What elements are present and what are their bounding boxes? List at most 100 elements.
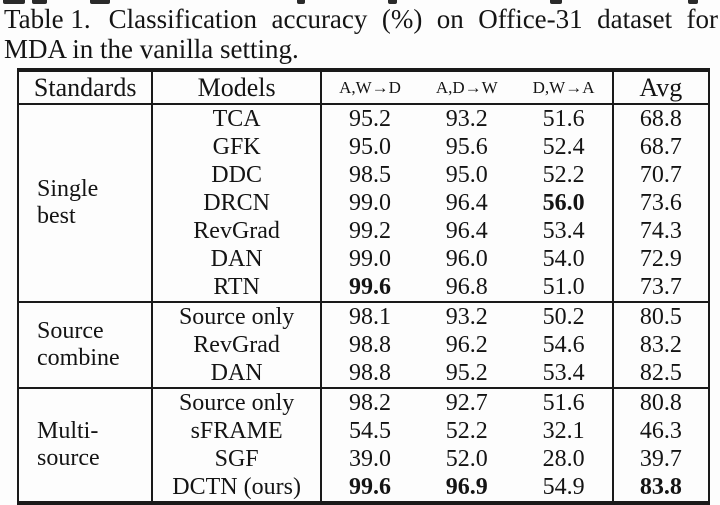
accuracy-value: 51.0 (515, 273, 614, 302)
avg-value: 39.7 (639, 445, 682, 472)
accuracy-value: 96.0 (445, 245, 488, 272)
table-row: DDC 98.5 95.0 52.2 70.7 (18, 161, 709, 189)
caption-gap (91, 5, 109, 34)
accuracy-value: 54.9 (515, 473, 614, 503)
accuracy-value: 95.2 (349, 105, 391, 132)
accuracy-value: 56.0 (515, 189, 614, 217)
caption-line-1: Table 1. Classification accuracy (%) on … (4, 5, 718, 34)
page-top-artifacts (0, 0, 720, 5)
model-name: Source only (152, 301, 322, 331)
accuracy-value: 53.4 (515, 359, 614, 388)
accuracy-value: 93.2 (418, 301, 516, 331)
accuracy-value: 96.9 (445, 473, 488, 500)
model-name: DDC (152, 161, 322, 189)
model-name: DRCN (152, 189, 322, 217)
accuracy-value: 98.5 (349, 161, 391, 188)
header-standards: Standards (18, 70, 154, 105)
accuracy-value: 54.0 (515, 245, 614, 273)
table-row: RevGrad 99.2 96.4 53.4 74.3 (18, 217, 709, 245)
model-name: RevGrad (152, 217, 322, 245)
accuracy-value: 32.1 (515, 417, 614, 445)
accuracy-value: 96.4 (445, 189, 488, 216)
avg-value: 80.8 (612, 387, 709, 417)
model-name: GFK (152, 133, 322, 161)
table-row: Source combine Source only 98.1 93.2 50.2 80.5 (18, 301, 709, 388)
accuracy-value: 52.4 (515, 133, 614, 161)
results-table-header: Standards Models A,W→D A,D→W D,W→A Avg (18, 70, 709, 105)
avg-value: 70.7 (639, 161, 682, 188)
header-row: Standards Models A,W→D A,D→W D,W→A Avg (18, 70, 709, 105)
table-row: DCTN (ours) 99.6 96.9 54.9 83.8 (18, 473, 709, 503)
accuracy-value: 93.2 (445, 105, 488, 132)
model-name: RevGrad (152, 331, 322, 359)
standards-label-line: best (37, 203, 76, 229)
model-name: Source only (152, 387, 322, 417)
caption-text: Classification accuracy (%) on Office-31… (108, 4, 718, 34)
header-task-adw: A,D→W (418, 70, 516, 105)
table-row: RevGrad 98.8 96.2 54.6 83.2 (18, 331, 709, 359)
table-caption: Table 1. Classification accuracy (%) on … (0, 0, 718, 65)
table-row: SGF 39.0 52.0 28.0 39.7 (18, 445, 709, 473)
accuracy-value: 92.7 (418, 387, 516, 417)
table-row: Multi-source Source only 98.2 92.7 51.6 80.8 (18, 387, 709, 503)
accuracy-value: 95.6 (445, 133, 488, 160)
table-row: RTN 99.6 96.8 51.0 73.7 (18, 273, 709, 302)
standards-label-line: Single (37, 176, 99, 202)
table-row: DAN 98.8 95.2 53.4 82.5 (18, 359, 709, 388)
accuracy-value: 98.8 (349, 331, 391, 358)
standards-label-line: combine (37, 345, 120, 371)
accuracy-value: 96.8 (445, 273, 488, 300)
accuracy-value: 52.2 (515, 161, 614, 189)
accuracy-value: 95.0 (445, 161, 488, 188)
accuracy-value: 99.2 (349, 217, 391, 244)
accuracy-value: 39.0 (349, 445, 391, 472)
avg-value: 73.6 (639, 189, 682, 216)
model-name: DAN (152, 245, 322, 273)
accuracy-value: 52.2 (445, 417, 488, 444)
model-name: DCTN (ours) (152, 473, 322, 503)
header-avg: Avg (612, 70, 709, 105)
caption-table-number: Table 1. (4, 4, 91, 34)
header-models: Models (152, 70, 322, 105)
header-task-awd: A,W→D (320, 70, 419, 105)
accuracy-value: 98.8 (349, 359, 391, 386)
caption-line-2: MDA in the vanilla setting. (4, 34, 299, 64)
accuracy-value: 99.0 (349, 189, 391, 216)
model-name: RTN (152, 273, 322, 302)
accuracy-value: 99.6 (349, 273, 391, 300)
standards-label-line: Source (37, 318, 104, 344)
avg-value: 68.7 (639, 133, 682, 160)
table-row: GFK 95.0 95.6 52.4 68.7 (18, 133, 709, 161)
accuracy-value: 96.2 (445, 331, 488, 358)
accuracy-value: 51.6 (515, 104, 614, 133)
table-row: sFRAME 54.5 52.2 32.1 46.3 (18, 417, 709, 445)
accuracy-value: 53.4 (515, 217, 614, 245)
model-name: DAN (152, 359, 322, 388)
model-name: TCA (152, 104, 322, 133)
avg-value: 68.8 (639, 105, 682, 132)
accuracy-value: 99.6 (349, 473, 391, 500)
accuracy-value: 51.6 (515, 387, 614, 417)
avg-value: 83.2 (639, 331, 682, 358)
standards-cell: Multi-source (18, 387, 154, 503)
table-row: DAN 99.0 96.0 54.0 72.9 (18, 245, 709, 273)
results-table-body: Single best TCA 95.2 93.2 51.6 68.8 GFK 95.0 95.6… (18, 104, 709, 503)
avg-value: 46.3 (639, 417, 682, 444)
header-task-dwa: D,W→A (515, 70, 614, 105)
model-name: sFRAME (152, 417, 322, 445)
accuracy-value: 98.2 (320, 387, 419, 417)
table-row: DRCN 99.0 96.4 56.0 73.6 (18, 189, 709, 217)
accuracy-value: 54.5 (349, 417, 391, 444)
table-row: Single best TCA 95.2 93.2 51.6 68.8 (18, 104, 709, 302)
avg-value: 72.9 (639, 245, 682, 272)
avg-value: 73.7 (639, 273, 682, 300)
accuracy-value: 95.2 (445, 359, 488, 386)
model-name: SGF (152, 445, 322, 473)
accuracy-value: 54.6 (515, 331, 614, 359)
accuracy-value: 96.4 (445, 217, 488, 244)
results-table: Standards Models A,W→D A,D→W D,W→A Avg S… (17, 68, 710, 505)
accuracy-value: 95.0 (349, 133, 391, 160)
accuracy-value: 52.0 (445, 445, 488, 472)
avg-value: 80.5 (612, 301, 709, 331)
standards-cell: Source combine (18, 301, 154, 388)
